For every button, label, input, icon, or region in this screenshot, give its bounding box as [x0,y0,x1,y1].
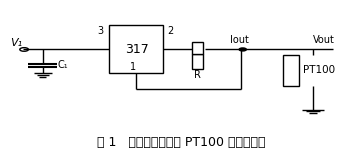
Bar [192,42,203,54]
Bar [110,25,163,73]
Text: V₁: V₁ [10,38,22,49]
Text: 3: 3 [97,26,103,36]
Bar [283,56,299,86]
Text: Iout: Iout [230,35,249,45]
Text: R: R [194,70,201,80]
Circle shape [239,48,246,51]
Bar [192,54,203,69]
Text: 1: 1 [130,62,136,72]
Text: 图 1   土壤温度传感器 PT100 使用示意图: 图 1 土壤温度传感器 PT100 使用示意图 [97,136,266,149]
Text: C₁: C₁ [57,60,68,70]
Text: Vout: Vout [313,35,335,45]
Text: 2: 2 [167,26,173,36]
Text: 317: 317 [125,43,148,56]
Text: PT100: PT100 [303,65,335,75]
